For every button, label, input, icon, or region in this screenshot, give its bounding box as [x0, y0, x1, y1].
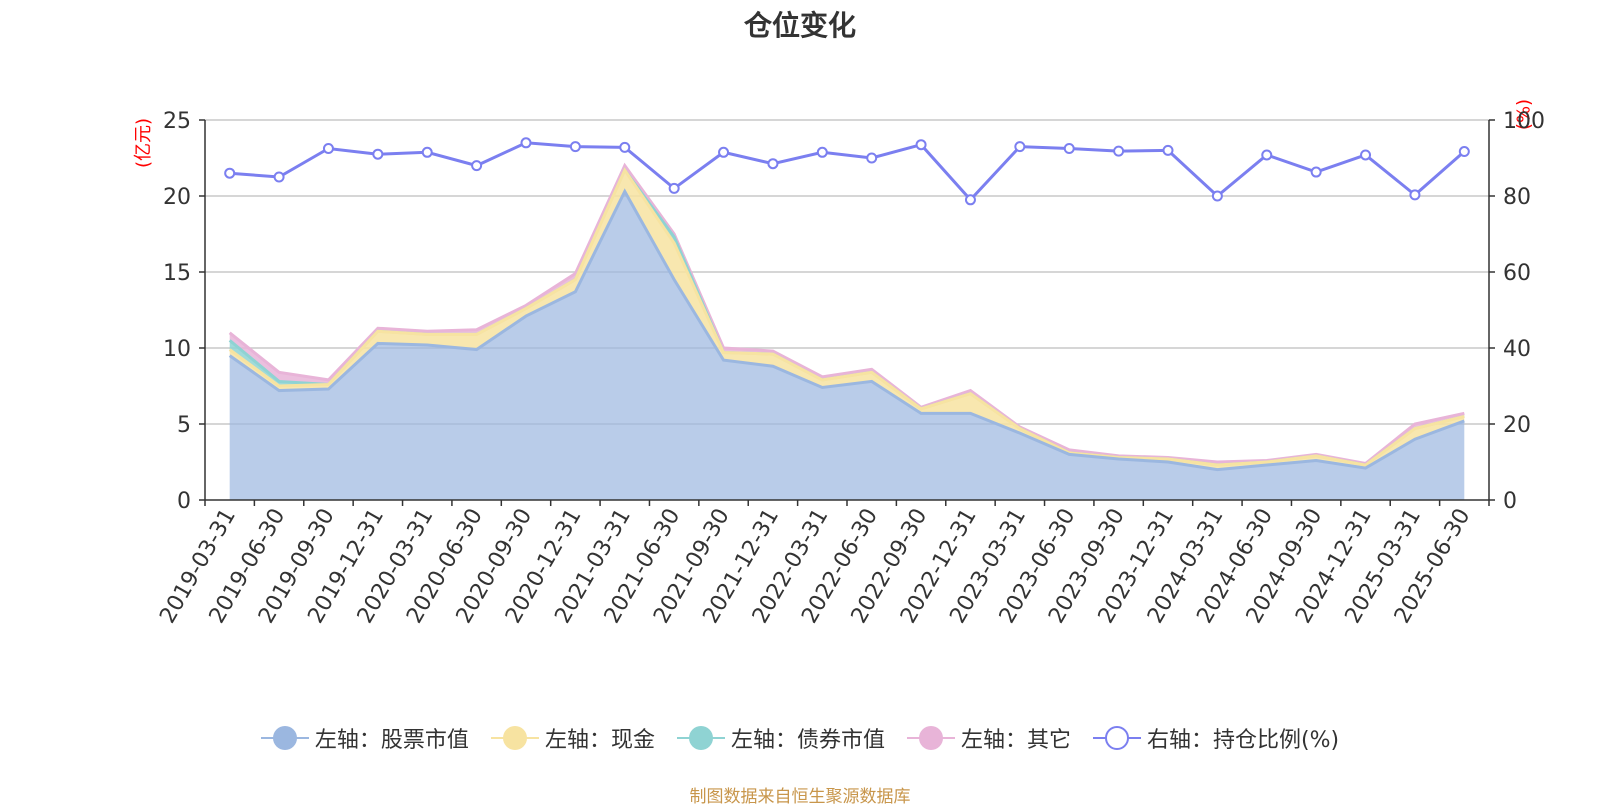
chart-title: 仓位变化	[743, 9, 856, 42]
left-axis-tick-label: 10	[163, 337, 191, 362]
right-axis-tick-label: 40	[1503, 337, 1531, 362]
area-line-3	[228, 162, 1465, 466]
legend-item[interactable]: 左轴：债券市值	[676, 722, 885, 754]
legend-item[interactable]: 左轴：其它	[906, 722, 1071, 754]
legend-label: 左轴：现金	[544, 728, 655, 753]
ratio-point	[866, 152, 878, 164]
area-line-0	[228, 188, 1465, 472]
legend-item[interactable]: 右轴：持仓比例(%)	[1092, 722, 1340, 754]
ratio-point	[273, 171, 285, 183]
right-axis-tick-label: 0	[1503, 489, 1517, 514]
ratio-point	[619, 141, 631, 153]
legend-marker-icon	[1092, 725, 1141, 751]
legend-marker-icon	[676, 725, 725, 751]
source-note: 制图数据来自恒生聚源数据库	[689, 787, 911, 807]
left-axis-tick-label: 20	[163, 185, 191, 210]
legend-label: 左轴：股票市值	[314, 728, 469, 753]
ratio-point	[471, 160, 483, 172]
area-0	[229, 191, 1465, 500]
ratio-point	[1014, 141, 1026, 153]
ratio-point	[372, 148, 384, 160]
legend-label: 左轴：债券市值	[730, 728, 885, 753]
position-change-chart: 05101520250204060801002019-03-312019-06-…	[155, 109, 1545, 628]
right-axis-tick-label: 60	[1503, 261, 1531, 286]
ratio-point	[1360, 149, 1372, 161]
ratio-point	[718, 146, 730, 158]
legend-marker-icon	[260, 725, 309, 751]
ratio-point	[1113, 145, 1125, 157]
left-axis-tick-label: 25	[163, 109, 191, 134]
legend-item[interactable]: 左轴：现金	[490, 722, 655, 754]
ratio-point	[1162, 144, 1174, 156]
legend-label: 左轴：其它	[960, 728, 1071, 753]
ratio-point	[421, 146, 433, 158]
left-axis-tick-label: 15	[163, 261, 191, 286]
ratio-point	[1310, 166, 1322, 178]
chart-legend: 左轴：股票市值 左轴：现金 左轴：债券市值 左轴：其它 右轴：持仓比例(%)	[0, 722, 1600, 754]
legend-marker-icon	[490, 725, 539, 751]
ratio-point	[1458, 146, 1470, 158]
right-axis-tick-label: 80	[1503, 185, 1531, 210]
area-line-1	[228, 167, 1465, 467]
left-axis-tick-label: 0	[177, 489, 191, 514]
ratio-point	[816, 146, 828, 158]
ratio-point	[1063, 143, 1075, 154]
ratio-point	[224, 167, 236, 179]
ratio-point	[569, 141, 581, 153]
right-axis-tick-label: 100	[1503, 109, 1545, 134]
legend-label: 右轴：持仓比例(%)	[1146, 728, 1340, 753]
ratio-point	[322, 143, 334, 154]
ratio-point	[668, 182, 680, 194]
ratio-point	[915, 139, 927, 151]
ratio-point	[520, 137, 532, 149]
legend-marker-icon	[906, 725, 955, 751]
ratio-point	[964, 194, 976, 206]
legend-item[interactable]: 左轴：股票市值	[260, 722, 469, 754]
ratio-point	[1211, 190, 1223, 202]
ratio-point	[1261, 149, 1273, 161]
ratio-line	[229, 141, 1466, 203]
ratio-point	[1409, 189, 1421, 201]
left-axis-tick-label: 5	[177, 413, 191, 438]
ratio-point	[767, 158, 779, 170]
right-axis-tick-label: 20	[1503, 413, 1531, 438]
